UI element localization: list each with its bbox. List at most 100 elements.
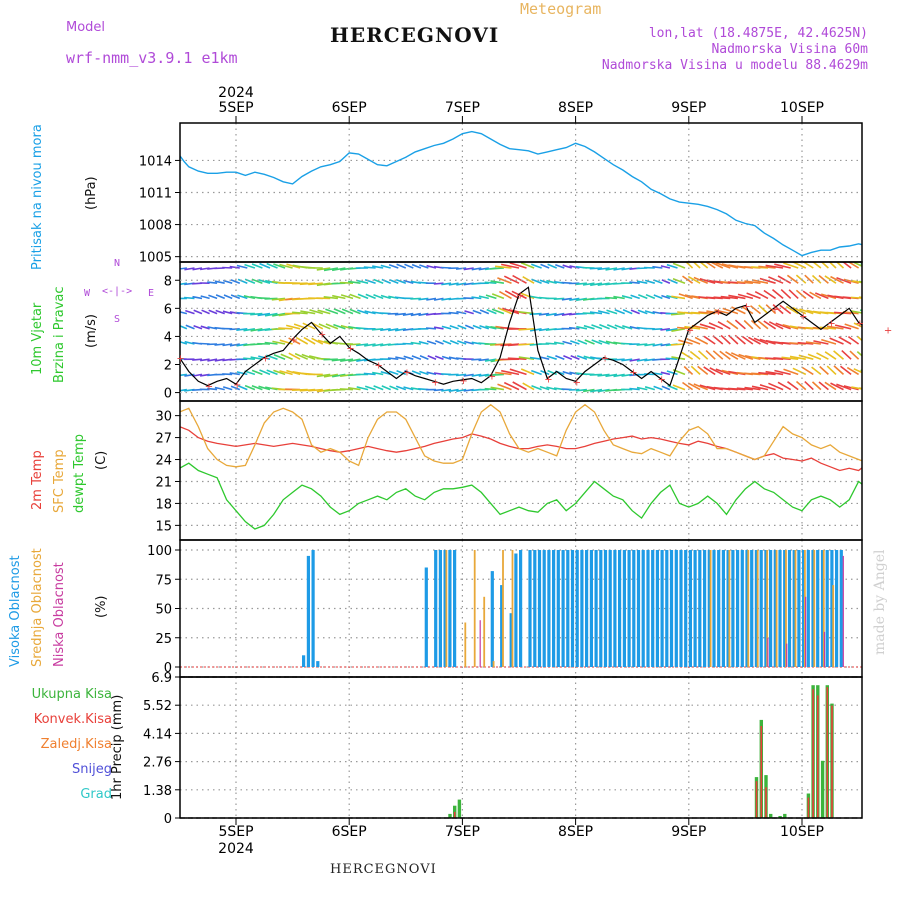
mid-cloud-bar: [483, 596, 486, 667]
wind-arrow: [266, 369, 278, 376]
high-cloud-bar: [443, 550, 447, 667]
wind-arrow: [751, 372, 769, 376]
conv-precip-bar: [826, 687, 829, 818]
compass-cross: <-|->: [102, 286, 133, 297]
wind-arrow: [433, 326, 444, 330]
wind-arrow: [538, 312, 550, 316]
wind-arrow: [737, 293, 754, 300]
wind-arrow: [638, 294, 648, 300]
wind-arrow: [411, 370, 422, 376]
wind-arrow: [780, 289, 792, 299]
wind-arrow: [449, 324, 459, 330]
wind-arrow: [193, 324, 203, 330]
wind-arrow: [795, 380, 807, 391]
wind-arrow: [167, 268, 179, 269]
wind-arrow: [509, 262, 527, 269]
wind-arrow: [590, 388, 603, 393]
wind-arrow: [311, 337, 324, 345]
wind-arrow: [381, 278, 392, 284]
high-cloud-bar: [316, 661, 320, 667]
wind-arrow: [880, 337, 889, 344]
wind-arrow: [251, 384, 263, 391]
wind-arrow: [251, 369, 263, 376]
wind-arrow: [763, 289, 777, 300]
high-cloud-bar: [651, 550, 655, 667]
x-tick-label-bottom: 6SEP: [332, 824, 367, 840]
wind-arrow: [292, 311, 308, 315]
wind-arrow: [842, 311, 859, 315]
x-tick-label-bottom: 8SEP: [558, 824, 593, 840]
wind-arrow: [200, 295, 210, 300]
wind-arrow: [169, 325, 180, 329]
wind-arrow: [605, 373, 618, 378]
x-tick-label-top: 7SEP: [445, 100, 480, 116]
wind-arrow: [531, 263, 542, 269]
wind-arrow: [809, 291, 822, 300]
wind-arrow: [814, 292, 829, 300]
wind-arrow: [200, 325, 210, 330]
wind-arrow: [768, 382, 784, 391]
wind-arrow: [722, 307, 739, 315]
wind-arrow: [441, 388, 452, 392]
wind-arrow: [499, 290, 512, 300]
wind-arrow: [690, 365, 701, 375]
wind-arrow: [433, 388, 444, 392]
wind-gust-mark: +: [714, 307, 722, 318]
wind-arrow: [433, 297, 444, 301]
wind-arrow: [167, 374, 179, 375]
wind-arrow: [891, 293, 900, 298]
cloud-tick-label: 75: [155, 573, 172, 588]
wind-arrow: [744, 280, 761, 284]
x-tick-label-top: 10SEP: [780, 100, 824, 116]
high-cloud-bar: [787, 550, 792, 667]
wind-arrow: [410, 312, 422, 317]
wind-arrow: [636, 386, 648, 391]
wind-arrow: [464, 340, 474, 345]
high-cloud-bar: [745, 550, 749, 667]
high-cloud-bar: [731, 550, 735, 667]
wind-arrow: [229, 328, 240, 331]
wind-compass: N W E S <-|->: [84, 258, 154, 328]
high-cloud-bar: [528, 550, 532, 667]
wind-arrow: [829, 337, 844, 345]
wind-arrow: [387, 357, 399, 360]
high-cloud-bar: [594, 550, 598, 667]
wind-arrow: [576, 355, 588, 360]
wind-arrow: [717, 321, 731, 330]
wind-arrow: [725, 351, 739, 360]
wind-arrow: [478, 295, 489, 300]
wind-arrow: [562, 264, 573, 269]
wind-arrow: [300, 310, 316, 315]
wind-arrow: [395, 356, 406, 360]
wind-arrow: [758, 371, 776, 376]
wind-arrow: [442, 339, 452, 345]
wind-arrow: [757, 319, 769, 330]
wind-arrow: [818, 274, 829, 284]
wind-arrow: [836, 383, 852, 391]
wind-arrow: [896, 373, 900, 374]
wind-arrow: [685, 262, 694, 269]
mid-cloud-bar: [445, 550, 448, 667]
wind-arrow: [208, 309, 218, 315]
wind-arrow: [236, 264, 248, 269]
high-cloud-bar: [759, 550, 763, 667]
wind-arrow: [874, 389, 889, 390]
wind-arrow: [864, 352, 874, 359]
wind-arrow: [180, 311, 188, 315]
wind-arrow: [876, 354, 889, 359]
wind-arrow: [771, 288, 784, 300]
wind-arrow: [682, 381, 694, 391]
x-tick-label-top: 8SEP: [558, 100, 593, 116]
wind-arrow: [672, 262, 686, 269]
wind-arrow: [874, 282, 889, 283]
mid-cloud-bar: [813, 550, 816, 667]
wind-arrow: [874, 266, 889, 268]
wind-arrow: [402, 342, 414, 345]
wind-arrow: [889, 356, 900, 359]
wind-arrow: [693, 276, 709, 284]
temp-tick-label: 15: [155, 519, 172, 534]
wind-arrow: [229, 343, 240, 347]
wind-arrow: [736, 387, 753, 391]
wind-arrow: [501, 263, 520, 269]
wind-arrow: [520, 292, 535, 300]
